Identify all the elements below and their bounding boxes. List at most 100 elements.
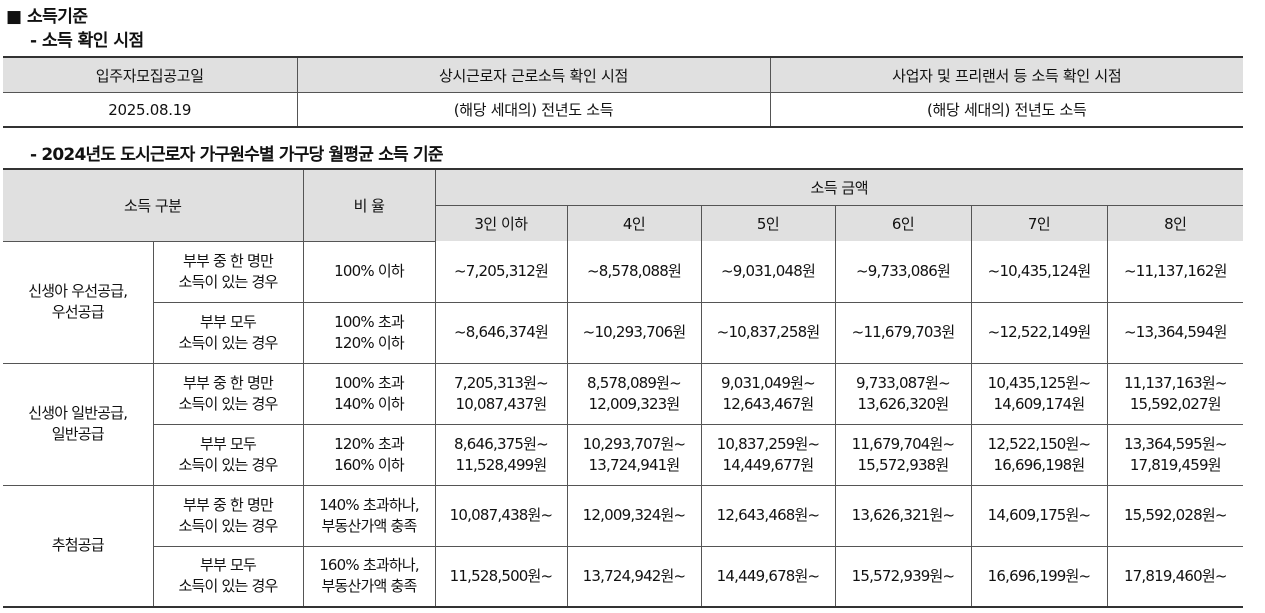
- income-amount-line: ~7,205,312원: [454, 261, 549, 280]
- monthly-income-criteria-table: 소득 구분 비 율 소득 금액 3인 이하 4인 5인 6인 7인 8인 신생아…: [3, 168, 1244, 608]
- income-amount-line: 11,679,704원~: [851, 434, 955, 453]
- income-amount: 14,609,175원~: [970, 484, 1108, 547]
- income-amount: 7,205,313원~ 10,087,437원: [434, 362, 568, 425]
- header-household-size: 4인: [566, 204, 702, 241]
- income-earner-type-line: 소득이 있는 경우: [178, 516, 279, 535]
- income-amount-line: 13,724,942원~: [582, 566, 686, 585]
- income-amount-line: 8,578,089원~: [587, 373, 682, 392]
- income-amount: 12,522,150원~ 16,696,198원: [970, 423, 1108, 486]
- income-amount: 8,578,089원~ 12,009,323원: [566, 362, 702, 425]
- income-check-timing-title: - 소득 확인 시점: [30, 31, 144, 51]
- income-amount-line: 14,609,175원~: [987, 506, 1091, 524]
- supply-category-line: 신생아 우선공급,: [28, 282, 128, 300]
- income-amount-line: 12,643,467원: [722, 394, 815, 413]
- supply-category: 신생아 일반공급, 일반공급: [3, 362, 154, 486]
- income-amount-line: 13,364,595원~: [1123, 434, 1227, 453]
- income-ratio-line: 160% 초과하나,: [319, 556, 419, 575]
- income-earner-type-line: 소득이 있는 경우: [178, 333, 279, 352]
- income-amount-line: 10,837,259원~: [716, 434, 820, 453]
- income-amount: 13,364,595원~ 17,819,459원: [1106, 423, 1244, 486]
- business-income-timing: (해당 세대의) 전년도 소득: [769, 92, 1243, 127]
- income-amount-line: 15,572,938원: [857, 455, 950, 474]
- table-row: 신생아 우선공급, 우선공급 부부 중 한 명만 소득이 있는 경우 100% 이하 ~7…: [3, 241, 1244, 364]
- income-amount: 10,087,438원~: [434, 484, 568, 547]
- supply-category-line: 신생아 일반공급,: [28, 404, 128, 422]
- header-business-income-timing: 사업자 및 프리랜서 등 소득 확인 시점: [769, 57, 1243, 93]
- header-announcement-date: 입주자모집공고일: [3, 57, 297, 93]
- income-amount: 11,679,704원~ 15,572,938원: [834, 423, 972, 486]
- income-amount-line: 9,031,049원~: [721, 373, 816, 392]
- income-amount: ~10,293,706원: [566, 301, 702, 364]
- income-ratio: 160% 초과하나, 부동산가액 충족: [302, 545, 436, 607]
- income-amount: 11,137,163원~ 15,592,027원: [1106, 362, 1244, 425]
- income-amount-line: 16,696,199원~: [987, 566, 1091, 585]
- income-ratio-line: 100% 초과: [334, 312, 404, 331]
- header-ratio: 비 율: [302, 169, 436, 242]
- supply-category-line: 추첨공급: [51, 536, 105, 555]
- income-ratio-line: 100% 이하: [334, 262, 404, 280]
- income-amount: 10,293,707원~ 13,724,941원: [566, 423, 702, 486]
- income-amount-line: 15,592,028원~: [1123, 506, 1227, 524]
- income-amount-line: 7,205,313원~: [454, 373, 549, 392]
- income-amount-line: 12,009,323원: [588, 394, 681, 413]
- income-ratio: 120% 초과 160% 이하: [302, 423, 436, 486]
- income-amount-line: ~8,646,374원: [454, 323, 549, 341]
- income-amount-line: 17,819,460원~: [1123, 566, 1227, 585]
- income-amount: ~7,205,312원: [434, 241, 568, 303]
- income-amount: ~9,733,086원: [834, 241, 972, 303]
- income-earner-type: 부부 모두 소득이 있는 경우: [153, 301, 304, 364]
- income-amount-line: ~10,435,124원: [987, 261, 1091, 280]
- income-amount-line: 11,528,500원~: [449, 566, 553, 585]
- income-amount: 8,646,375원~ 11,528,499원: [434, 423, 568, 486]
- table-row: 부부 모두 소득이 있는 경우 100% 초과 120% 이하 ~8,646,374원 ~…: [3, 301, 1244, 364]
- header-household-size: 7인: [970, 204, 1108, 241]
- income-amount: ~12,522,149원: [970, 301, 1108, 364]
- income-amount: 17,819,460원~: [1106, 545, 1244, 607]
- income-ratio-line: 160% 이하: [334, 455, 404, 474]
- income-amount-line: 16,696,198원: [993, 455, 1086, 474]
- income-amount-line: 13,626,321원~: [851, 506, 955, 524]
- income-earner-type-line: 부부 중 한 명만: [183, 251, 274, 270]
- income-amount: ~8,578,088원: [566, 241, 702, 303]
- income-earner-type: 부부 중 한 명만 소득이 있는 경우: [152, 362, 304, 425]
- income-amount: ~11,679,703원: [834, 301, 972, 364]
- income-amount-line: 13,724,941원: [588, 455, 681, 474]
- income-amount: 14,449,678원~: [700, 545, 836, 607]
- income-amount-line: ~9,031,048원: [721, 261, 816, 280]
- income-amount: 13,626,321원~: [834, 484, 972, 547]
- income-amount-line: 9,733,087원~: [856, 373, 951, 392]
- income-ratio-line: 부동산가액 충족: [321, 577, 418, 596]
- income-amount-line: 14,449,677원: [722, 455, 815, 474]
- income-earner-type-line: 부부 중 한 명만: [183, 373, 274, 392]
- income-amount-line: ~13,364,594원: [1123, 323, 1227, 341]
- income-earner-type-line: 부부 모두: [200, 434, 257, 453]
- table-header-row: 3인 이하 4인 5인 6인 7인 8인: [3, 204, 1244, 241]
- table-row: 부부 모두 소득이 있는 경우 120% 초과 160% 이하 8,646,375원~ 1…: [3, 423, 1244, 486]
- income-ratio-line: 140% 이하: [334, 394, 404, 413]
- income-amount-line: 12,009,324원~: [582, 506, 686, 524]
- income-amount: 12,009,324원~: [566, 484, 702, 547]
- income-amount-line: 15,592,027원: [1129, 394, 1222, 413]
- header-income-amount: 소득 금액: [434, 169, 1244, 206]
- income-amount: ~9,031,048원: [700, 241, 836, 303]
- income-earner-type-line: 부부 중 한 명만: [183, 495, 274, 514]
- income-amount: ~10,435,124원: [970, 241, 1108, 303]
- income-amount: ~13,364,594원: [1106, 301, 1244, 364]
- income-ratio: 100% 이하: [302, 241, 436, 303]
- income-earner-type-line: 소득이 있는 경우: [178, 577, 279, 596]
- income-amount: 10,435,125원~ 14,609,174원: [970, 362, 1108, 425]
- income-earner-type: 부부 모두 소득이 있는 경우: [153, 423, 304, 486]
- income-amount-line: 15,572,939원~: [851, 566, 955, 585]
- income-amount: 15,572,939원~: [834, 545, 972, 607]
- income-amount-line: 17,819,459원: [1129, 455, 1222, 474]
- announcement-date: 2025.08.19: [108, 100, 192, 119]
- header-employee-income-timing: 상시근로자 근로소득 확인 시점: [296, 57, 770, 93]
- income-ratio: 100% 초과 120% 이하: [302, 301, 436, 364]
- income-earner-type-line: 부부 모두: [200, 556, 257, 575]
- header-household-size: 6인: [834, 204, 972, 241]
- table-row: 추첨공급 부부 중 한 명만 소득이 있는 경우 140% 초과하나, 부동산가액 충족…: [3, 484, 1244, 608]
- income-amount-line: 12,643,468원~: [716, 506, 820, 524]
